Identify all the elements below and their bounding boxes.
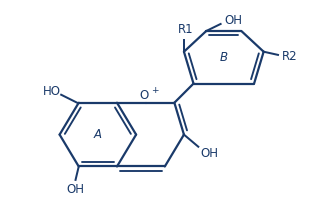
Text: O: O — [139, 89, 149, 102]
Text: B: B — [220, 51, 228, 64]
Text: HO: HO — [43, 85, 60, 98]
Text: R1: R1 — [178, 23, 193, 36]
Text: +: + — [151, 86, 158, 95]
Text: A: A — [94, 128, 102, 141]
Text: OH: OH — [224, 14, 242, 27]
Text: OH: OH — [201, 147, 218, 160]
Text: OH: OH — [66, 183, 84, 196]
Text: R2: R2 — [282, 50, 298, 63]
